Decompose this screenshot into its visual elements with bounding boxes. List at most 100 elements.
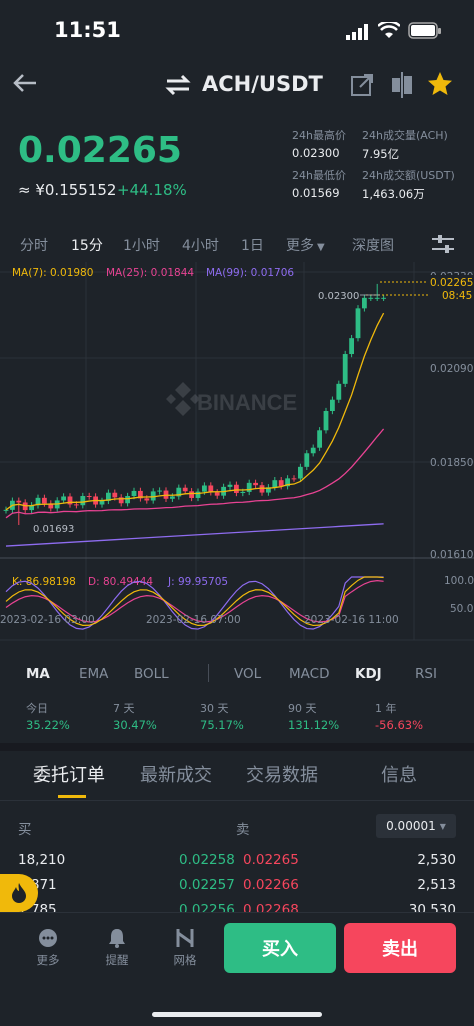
candle-body [285, 478, 290, 487]
alert-label: 提醒 [105, 953, 129, 967]
tf-depth[interactable]: 深度图 [352, 238, 394, 254]
grid-button[interactable]: 网格 [165, 928, 205, 968]
candle-body [29, 505, 34, 511]
alert-button[interactable]: 提醒 [97, 928, 137, 968]
date-label-2: 2023-02-16 07:00 [146, 614, 241, 626]
perf-value-90d: 131.12% [288, 718, 340, 732]
tab-trades[interactable]: 最新成交 [140, 765, 212, 786]
ind-macd[interactable]: MACD [289, 666, 330, 682]
amount-value: 1,463.06万 [362, 187, 425, 201]
hot-float-button[interactable] [0, 874, 38, 912]
candle-body [195, 491, 201, 498]
kdj-legend: K: 86.98198 D: 80.49444 J: 99.95705 100.… [12, 575, 474, 615]
kdj-j-line [5, 576, 384, 630]
tab-data[interactable]: 交易数据 [246, 765, 318, 786]
ind-kdj[interactable]: KDJ [355, 666, 382, 682]
candle-body [61, 496, 66, 501]
candle-body [112, 492, 118, 498]
candle-body [272, 480, 278, 488]
candle-body [176, 487, 182, 497]
tf-4h[interactable]: 4小时 [182, 238, 219, 254]
grid-bot-icon [176, 929, 194, 947]
candle-body [291, 478, 297, 480]
kdj-j-label: J: 99.95705 [167, 576, 228, 588]
back-arrow-icon[interactable] [12, 72, 38, 94]
low-value: 0.01569 [292, 186, 340, 200]
candle-body [202, 485, 207, 492]
chart-settings-icon[interactable] [432, 235, 454, 257]
candle-body [246, 482, 252, 492]
candle-body [42, 497, 47, 504]
tf-1d[interactable]: 1日 [241, 238, 264, 254]
candle-body [3, 509, 9, 511]
perf-value-today: 35.22% [26, 718, 70, 732]
bid-qty-1: 18,210 [18, 852, 66, 868]
favorite-star-icon[interactable] [427, 71, 453, 101]
kdj-k-line [5, 576, 384, 627]
perf-label-today: 今日 [26, 702, 48, 715]
more-dots-icon [39, 929, 57, 947]
precision-select[interactable]: 0.00001 ▼ [376, 814, 456, 838]
share-icon[interactable] [350, 73, 374, 101]
ask-price-2: 0.02266 [243, 877, 299, 893]
candle-body [227, 484, 233, 487]
tf-line[interactable]: 分时 [20, 238, 48, 254]
bid-price-1: 0.02258 [179, 852, 235, 868]
header [0, 60, 474, 116]
date-label-3: 2023-02-16 11:00 [304, 614, 399, 626]
candle-body [330, 399, 335, 411]
ind-vol[interactable]: VOL [234, 666, 262, 682]
candle-body [234, 484, 239, 493]
status-bar: 11:51 [0, 0, 474, 60]
candle-body [342, 354, 348, 384]
ind-boll[interactable]: BOLL [134, 666, 169, 682]
candle-body [48, 503, 54, 509]
axis-tick-4: 0.01610 [430, 549, 473, 561]
tab-orders[interactable]: 委托订单 [33, 765, 105, 786]
perf-label-90d: 90 天 [288, 702, 317, 715]
tf-1h[interactable]: 1小时 [123, 238, 160, 254]
ind-rsi[interactable]: RSI [415, 666, 437, 682]
price-axis: 0.02330 0.02090 0.01850 0.01610 [430, 271, 473, 561]
candle-body [381, 297, 386, 299]
battery-icon [408, 22, 441, 39]
candle-body [317, 430, 322, 448]
ma99-label: MA(99): 0.01706 [206, 267, 294, 279]
compare-icon[interactable] [390, 72, 414, 102]
kline-chart[interactable]: BINANCE 0.02300 0.01693 MA(7): 0.01980 M… [0, 262, 474, 662]
tf-more-label: 更多 [286, 238, 314, 254]
buy-button[interactable]: 买入 [224, 923, 336, 973]
swap-icon[interactable] [165, 74, 191, 96]
kdj-d-line [5, 579, 384, 623]
candle-body [349, 338, 354, 355]
tab-info[interactable]: 信息 [381, 765, 417, 786]
bottom-divider [0, 912, 474, 913]
pair-title[interactable]: ACH/USDT [202, 72, 323, 96]
tf-15m[interactable]: 15分 [71, 238, 103, 254]
axis-tick-2: 0.02090 [430, 363, 473, 375]
candle-body [170, 496, 175, 499]
candle-body [74, 504, 79, 506]
ind-ma[interactable]: MA [26, 666, 50, 682]
ma25-line [5, 428, 385, 519]
candle-body [157, 490, 162, 492]
high-label: 24h最高价 [292, 129, 346, 142]
perf-value-30d: 75.17% [200, 718, 244, 732]
ind-ema[interactable]: EMA [79, 666, 109, 682]
perf-value-7d: 30.47% [113, 718, 157, 732]
sell-button[interactable]: 卖出 [344, 923, 456, 973]
candle-body [304, 453, 310, 467]
bid-price-2: 0.02257 [179, 877, 235, 893]
low-label: 24h最低价 [292, 169, 346, 182]
volume-label: 24h成交量(ACH) [362, 129, 448, 142]
candle-body [16, 500, 22, 503]
perf-label-7d: 7 天 [113, 702, 135, 715]
candle-body [298, 466, 303, 479]
more-button[interactable]: 更多 [28, 928, 68, 968]
candle-body [131, 490, 137, 497]
sell-label: 卖 [236, 822, 250, 838]
candle-body [144, 498, 150, 501]
tf-more[interactable]: 更多 ▼ [286, 235, 325, 255]
time-axis: 2023-02-16 03:00 2023-02-16 07:00 2023-0… [0, 614, 399, 626]
perf-label-30d: 30 天 [200, 702, 229, 715]
